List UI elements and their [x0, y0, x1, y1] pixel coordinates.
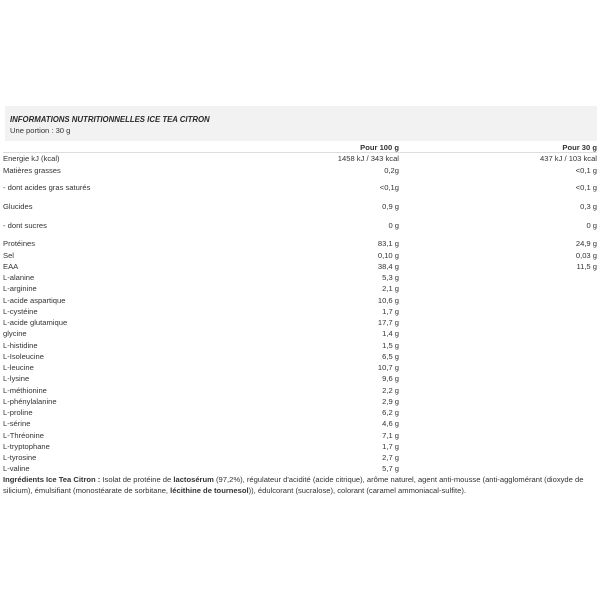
value-per100: 1,7 g — [382, 441, 399, 451]
row-label: Protéines — [3, 239, 36, 248]
value-per100: 2,9 g — [382, 396, 399, 406]
ingredients-heading: Ingrédients Ice Tea Citron : — [3, 475, 101, 484]
row-label: L-tyrosine — [3, 453, 37, 462]
row-label: L-sérine — [3, 419, 31, 429]
value-per100: <0,1g — [379, 183, 399, 192]
ingredients-text: Isolat de protéine de — [100, 475, 174, 484]
row-label: Matières grasses — [3, 166, 61, 175]
column-header-per30: Pour 30 g — [562, 143, 597, 152]
value-per100: 2,1 g — [382, 284, 399, 294]
value-per100: 0,2g — [384, 166, 399, 175]
divider — [3, 152, 597, 153]
ingredients-text: )), édulcorant (sucralose), colorant (ca… — [248, 486, 466, 495]
value-per30: <0,1 g — [575, 183, 597, 192]
value-per100: 10,7 g — [377, 363, 399, 372]
row-label: - dont sucres — [3, 221, 47, 230]
value-per30: 24,9 g — [575, 239, 597, 248]
value-per100: 10,6 g — [377, 295, 399, 305]
row-label: L-proline — [3, 408, 33, 417]
value-per100: 1,7 g — [382, 306, 399, 316]
row-label: L-histidine — [3, 340, 38, 350]
value-per100: 6,5 g — [382, 351, 399, 361]
row-label: L-lysine — [3, 374, 30, 384]
column-header-per100: Pour 100 g — [360, 143, 399, 152]
value-per30: 11,5 g — [576, 262, 597, 271]
row-label: - dont acides gras saturés — [3, 183, 91, 192]
allergen: lécithine de tournesol — [170, 486, 249, 495]
row-label: Sel — [3, 251, 14, 260]
row-label: L-valine — [3, 464, 30, 474]
ingredients-text: (97,2%), régulateur d'acidité (acide cit… — [3, 475, 584, 495]
row-label: EAA — [3, 262, 19, 271]
row-label: L-Thréonine — [3, 430, 44, 440]
row-label: L-alanine — [3, 273, 35, 282]
value-per30: 0,03 g — [575, 251, 597, 260]
row-label: L-phénylalanine — [3, 396, 57, 406]
value-per100: 1458 kJ / 343 kcal — [337, 154, 399, 163]
value-per100: 5,7 g — [382, 464, 399, 474]
row-label: L-méthionine — [3, 385, 47, 395]
value-per30: 437 kJ / 103 kcal — [540, 154, 597, 163]
row-label: L-Isoleucine — [3, 351, 44, 361]
page-title: INFORMATIONS NUTRITIONNELLES ICE TEA CIT… — [10, 115, 210, 124]
value-per30: 0,3 g — [580, 202, 597, 211]
value-per100: 83,1 g — [377, 239, 399, 248]
row-label: L-leucine — [3, 363, 34, 372]
value-per100: 4,6 g — [382, 419, 399, 429]
row-label: L-acide glutamique — [3, 318, 68, 327]
value-per100: 2,7 g — [382, 453, 399, 462]
row-label: L-arginine — [3, 284, 37, 294]
value-per100: 17,7 g — [377, 318, 399, 327]
value-per100: 5,3 g — [382, 273, 399, 282]
value-per100: 1,5 g — [382, 340, 399, 350]
value-per100: 6,2 g — [382, 408, 399, 417]
row-label: Energie kJ (kcal) — [3, 154, 60, 163]
value-per100: 0,9 g — [382, 202, 399, 211]
value-per100: 38,4 g — [377, 262, 399, 271]
value-per100: 9,6 g — [382, 374, 399, 384]
allergen: lactosérum — [173, 475, 214, 484]
value-per30: <0,1 g — [575, 166, 597, 175]
row-label: glycine — [3, 329, 27, 339]
value-per100: 1,4 g — [382, 329, 399, 339]
ingredients: Ingrédients Ice Tea Citron : Isolat de p… — [3, 474, 597, 496]
portion-size: Une portion : 30 g — [10, 126, 71, 135]
row-label: L-acide aspartique — [3, 295, 66, 305]
value-per100: 2,2 g — [382, 385, 399, 395]
table-header-box — [5, 106, 597, 141]
value-per100: 0,10 g — [377, 251, 399, 260]
row-label: Glucides — [3, 202, 33, 211]
value-per100: 0 g — [388, 221, 399, 230]
value-per100: 7,1 g — [382, 430, 399, 440]
value-per30: 0 g — [586, 221, 597, 230]
row-label: L-tryptophane — [3, 441, 50, 451]
row-label: L-cystéine — [3, 306, 38, 316]
